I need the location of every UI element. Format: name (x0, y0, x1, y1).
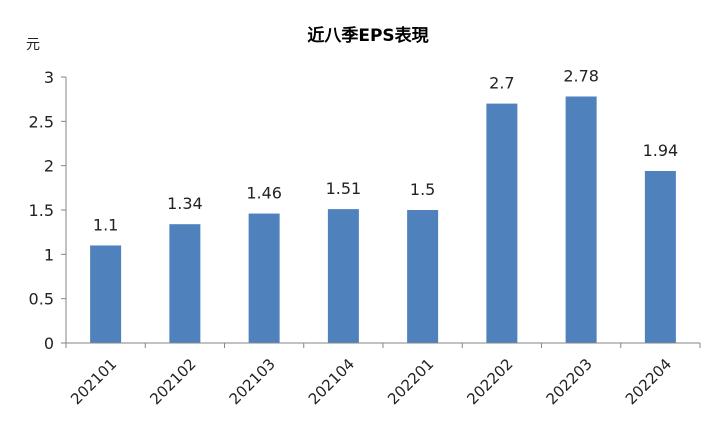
y-tick-label: 3 (44, 68, 54, 87)
bar-202204 (644, 170, 676, 343)
data-label: 1.46 (246, 184, 282, 203)
bar-202103 (248, 213, 280, 343)
bar-202104 (327, 209, 359, 343)
data-label: 1.94 (643, 141, 679, 160)
data-label: 1.51 (326, 179, 362, 198)
bar-202102 (169, 224, 201, 343)
data-label: 1.34 (167, 194, 203, 213)
y-axis-unit-label: 元 (26, 37, 40, 53)
x-tick-label: 202103 (226, 355, 279, 408)
x-tick-label: 202101 (67, 355, 120, 408)
x-axis: 202101 202102 202103 202104 202201 202202 2022… (65, 342, 701, 408)
x-tick-label: 202102 (146, 355, 199, 408)
data-label: 2.7 (489, 74, 514, 93)
y-tick-label: 0 (44, 334, 54, 353)
y-axis: 0 0.5 1 1.5 2 2.5 3 (29, 68, 67, 353)
y-tick-label: 0.5 (29, 290, 54, 309)
x-tick-label: 202204 (622, 355, 675, 408)
bar-202202 (486, 103, 518, 343)
x-tick-label: 202203 (543, 355, 596, 408)
x-tick-label: 202104 (305, 355, 358, 408)
data-label: 1.1 (93, 215, 118, 234)
x-tick-label: 202202 (463, 355, 516, 408)
y-tick-label: 1.5 (29, 201, 54, 220)
data-labels: 1.1 1.34 1.46 1.51 1.5 2.7 2.78 1.94 (93, 67, 678, 235)
bar-202201 (407, 210, 439, 343)
data-label: 2.78 (563, 67, 599, 86)
x-tick-label: 202201 (384, 355, 437, 408)
y-tick-label: 1 (44, 245, 54, 264)
bar-202203 (565, 96, 597, 343)
y-tick-label: 2.5 (29, 112, 54, 131)
bar-202101 (90, 245, 122, 343)
y-tick-label: 2 (44, 157, 54, 176)
data-label: 1.5 (410, 180, 435, 199)
bar-series (90, 96, 676, 343)
chart-title: 近八季EPS表現 (307, 25, 428, 46)
